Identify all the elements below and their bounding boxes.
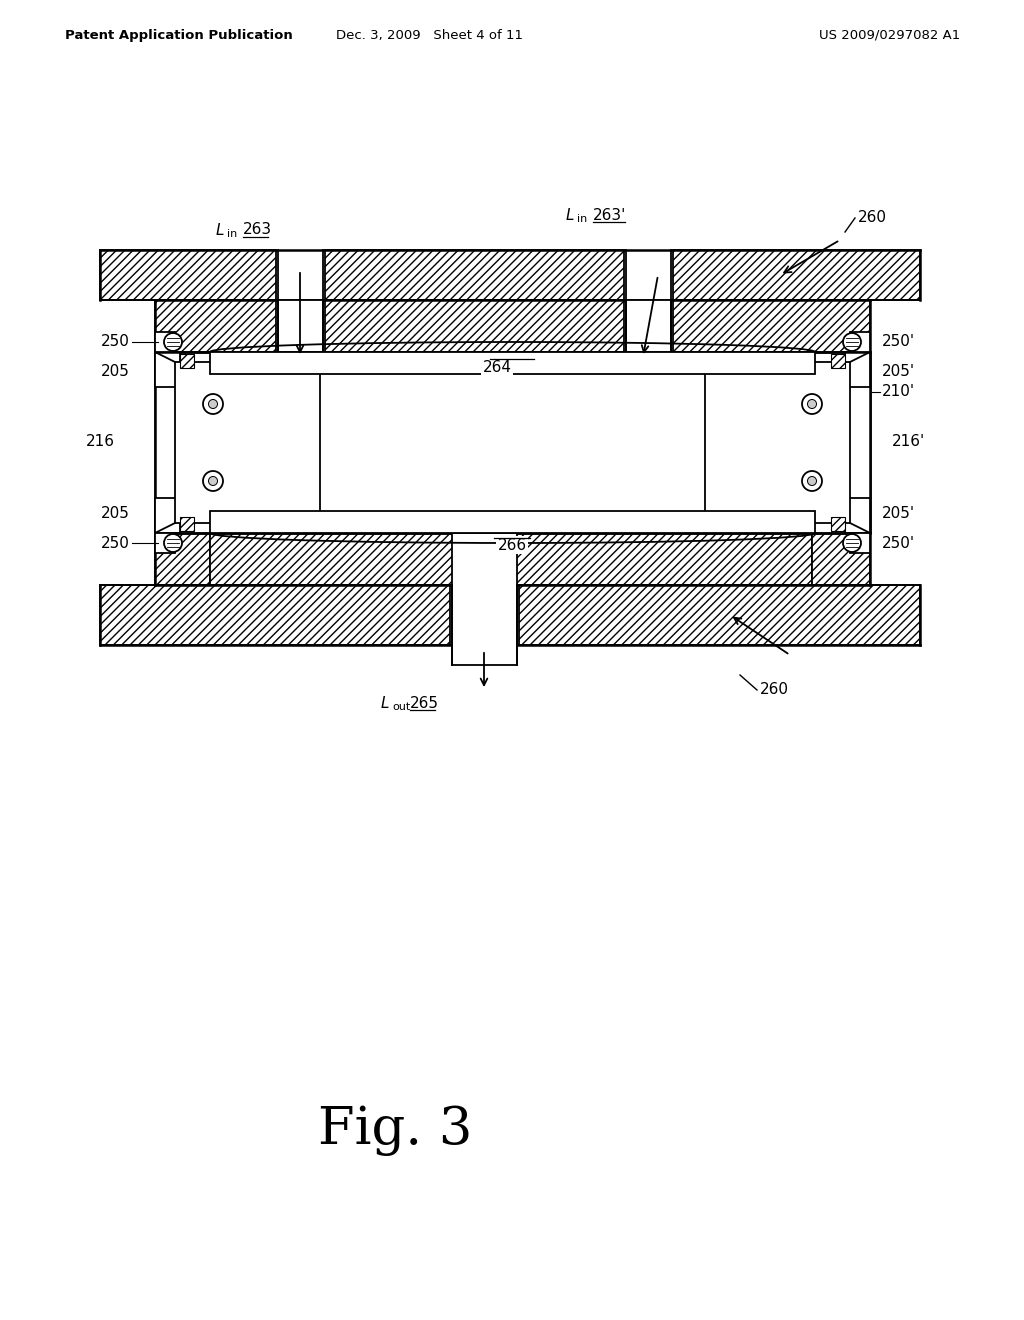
Bar <box>452 533 517 665</box>
Circle shape <box>802 471 822 491</box>
Text: Dec. 3, 2009   Sheet 4 of 11: Dec. 3, 2009 Sheet 4 of 11 <box>337 29 523 41</box>
Bar <box>845 352 870 387</box>
Bar <box>155 352 180 387</box>
Text: Patent Application Publication: Patent Application Publication <box>65 29 293 41</box>
Text: $L$: $L$ <box>565 207 574 223</box>
Text: 220': 220' <box>761 454 794 470</box>
Text: Fig. 3: Fig. 3 <box>317 1105 472 1155</box>
Circle shape <box>164 333 182 351</box>
Text: $L$: $L$ <box>380 696 389 711</box>
Bar <box>155 533 210 585</box>
Text: 205: 205 <box>101 506 130 520</box>
Bar <box>278 300 323 352</box>
Text: in: in <box>577 214 587 224</box>
Bar <box>155 352 870 533</box>
Text: 210': 210' <box>882 384 915 400</box>
Text: US 2009/0297082 A1: US 2009/0297082 A1 <box>819 29 961 41</box>
Text: 205: 205 <box>101 364 130 380</box>
Bar <box>831 354 845 368</box>
Circle shape <box>209 477 217 486</box>
Circle shape <box>843 333 861 351</box>
Text: 218: 218 <box>322 440 350 454</box>
Bar <box>155 333 175 352</box>
Text: 263': 263' <box>593 207 627 223</box>
Circle shape <box>808 477 816 486</box>
Text: 250: 250 <box>101 334 130 350</box>
Bar <box>180 354 194 368</box>
Text: 263: 263 <box>243 223 272 238</box>
Bar <box>210 533 812 585</box>
Bar <box>325 300 624 352</box>
Text: 250': 250' <box>882 536 915 550</box>
Bar <box>325 249 624 300</box>
Circle shape <box>209 400 217 408</box>
Bar <box>100 585 450 645</box>
Bar <box>180 517 194 531</box>
Bar <box>155 533 175 553</box>
Text: 218': 218' <box>552 440 585 454</box>
Text: 210: 210 <box>188 517 214 532</box>
Bar <box>155 498 180 533</box>
Bar <box>155 300 276 352</box>
Text: 265: 265 <box>410 696 439 710</box>
Text: 220: 220 <box>232 454 261 470</box>
Text: in: in <box>227 228 238 239</box>
Bar <box>850 333 870 352</box>
Circle shape <box>843 535 861 552</box>
Text: 264: 264 <box>482 359 512 375</box>
Text: 260: 260 <box>858 210 887 226</box>
Circle shape <box>164 535 182 552</box>
Bar <box>175 362 319 523</box>
Bar <box>812 533 870 585</box>
Text: $L$: $L$ <box>215 222 224 238</box>
Bar <box>850 533 870 553</box>
Circle shape <box>802 393 822 414</box>
Text: 250': 250' <box>882 334 915 350</box>
Bar <box>519 585 920 645</box>
Bar <box>100 249 276 300</box>
Bar <box>673 249 920 300</box>
Bar <box>845 498 870 533</box>
Bar <box>626 300 671 352</box>
Text: 216': 216' <box>892 434 926 450</box>
Text: 201: 201 <box>498 470 526 484</box>
Bar <box>673 300 870 352</box>
Bar <box>705 362 850 523</box>
Circle shape <box>203 471 223 491</box>
Circle shape <box>203 393 223 414</box>
Bar <box>831 517 845 531</box>
Text: 266: 266 <box>498 537 526 553</box>
Text: 216: 216 <box>86 434 115 450</box>
Text: 250: 250 <box>101 536 130 550</box>
Circle shape <box>808 400 816 408</box>
Text: 205': 205' <box>882 364 915 380</box>
Text: 205': 205' <box>882 506 915 520</box>
Text: out: out <box>392 702 411 711</box>
Bar <box>210 352 815 374</box>
Bar <box>210 511 815 533</box>
Text: 260: 260 <box>760 682 790 697</box>
